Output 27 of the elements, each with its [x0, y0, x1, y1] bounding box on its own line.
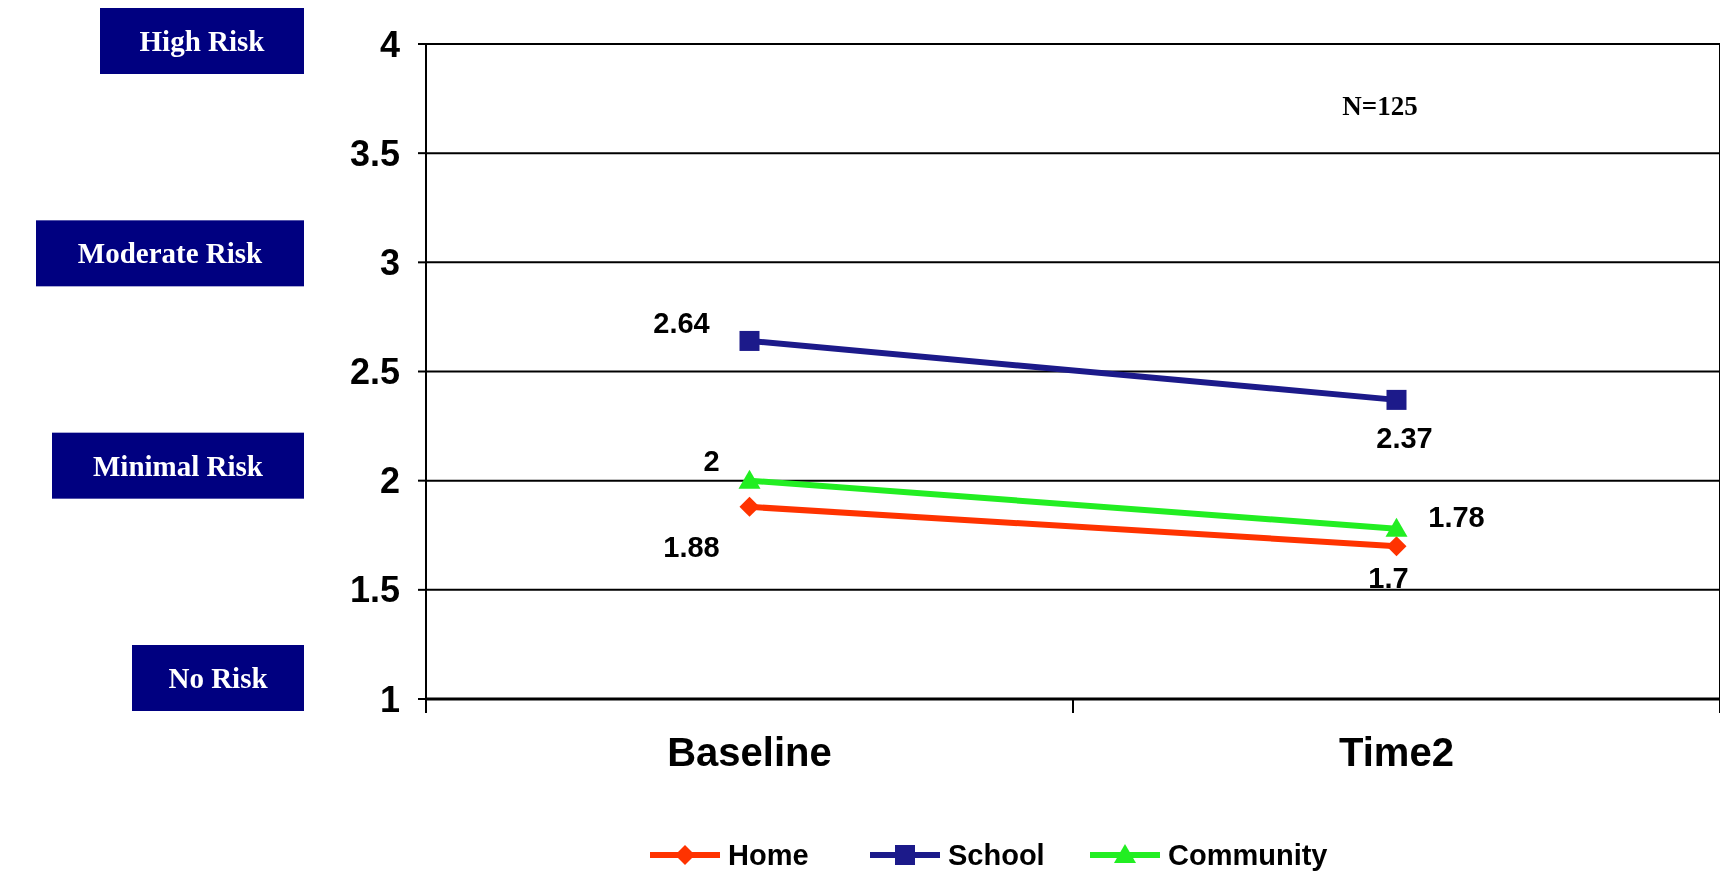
x-tick-label: Baseline	[667, 730, 832, 774]
y-tick-label: 3.5	[349, 132, 400, 174]
data-label: 2	[703, 444, 720, 477]
point	[1386, 536, 1407, 557]
annotation: N=125	[1342, 91, 1418, 121]
y-tick-label: 1	[379, 678, 400, 720]
y-tick-label: 4	[379, 23, 400, 65]
text: Minimal Risk	[93, 449, 264, 482]
point	[739, 330, 760, 351]
point	[1386, 389, 1407, 410]
y-tick-label: 1.5	[349, 569, 400, 611]
point	[739, 496, 760, 517]
text: Moderate Risk	[77, 237, 264, 270]
data-label: 2.37	[1376, 421, 1433, 454]
x-tick-label: Time2	[1339, 730, 1454, 774]
data-label: 1.78	[1428, 500, 1485, 533]
legend-label: Home	[728, 839, 809, 872]
data-label: 1.88	[663, 530, 720, 563]
y-tick-label: 2	[379, 460, 400, 502]
legend-label: Community	[1168, 839, 1328, 872]
y-tick-label: 2.5	[349, 351, 400, 393]
text: No Risk	[168, 662, 269, 695]
text: High Risk	[139, 25, 266, 58]
y-tick-label: 3	[379, 241, 400, 283]
data-label: 2.64	[653, 306, 710, 339]
data-label: 1.7	[1368, 562, 1409, 595]
legend-label: School	[948, 839, 1045, 872]
